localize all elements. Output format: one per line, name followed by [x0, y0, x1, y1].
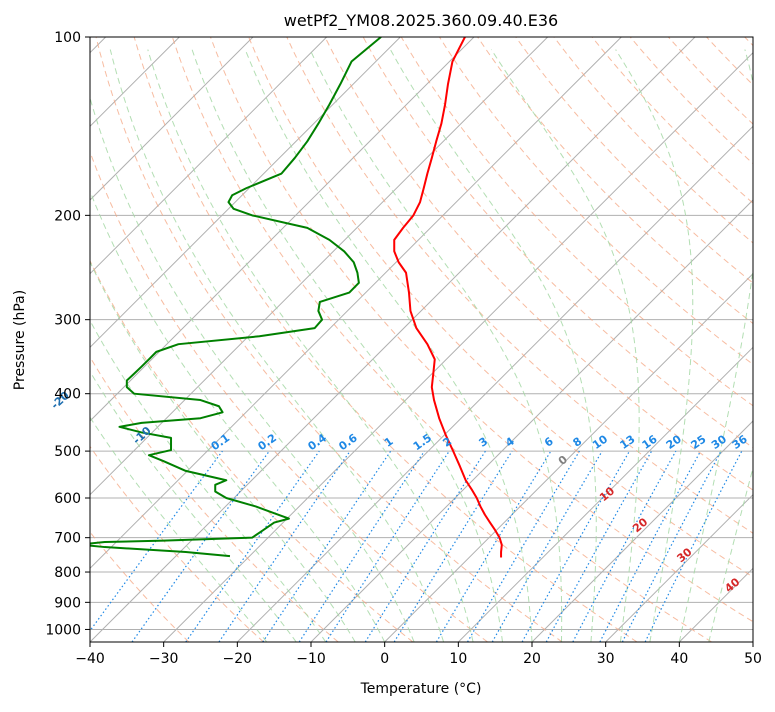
x-tick-label: 10 [449, 651, 467, 667]
x-axis-label: Temperature (°C) [360, 681, 482, 697]
x-tick-label: 30 [597, 651, 615, 667]
y-tick-label: 1000 [45, 622, 81, 638]
x-tick-label: −30 [149, 651, 179, 667]
y-tick-label: 600 [54, 491, 81, 507]
y-tick-label: 900 [54, 595, 81, 611]
x-tick-label: 0 [380, 651, 389, 667]
chart-title: wetPf2_YM08.2025.360.09.40.E36 [284, 11, 558, 31]
y-tick-label: 300 [54, 313, 81, 329]
y-tick-label: 500 [54, 444, 81, 460]
y-tick-label: 100 [54, 30, 81, 46]
x-tick-label: 20 [523, 651, 541, 667]
y-axis-label: Pressure (hPa) [12, 290, 28, 390]
y-tick-label: 800 [54, 565, 81, 581]
x-tick-label: 40 [670, 651, 688, 667]
y-tick-label: 700 [54, 531, 81, 547]
x-tick-label: 50 [744, 651, 762, 667]
x-tick-label: −20 [223, 651, 253, 667]
y-tick-label: 200 [54, 208, 81, 224]
y-tick-label: 400 [54, 387, 81, 403]
x-tick-label: −40 [75, 651, 105, 667]
x-tick-label: −10 [296, 651, 326, 667]
